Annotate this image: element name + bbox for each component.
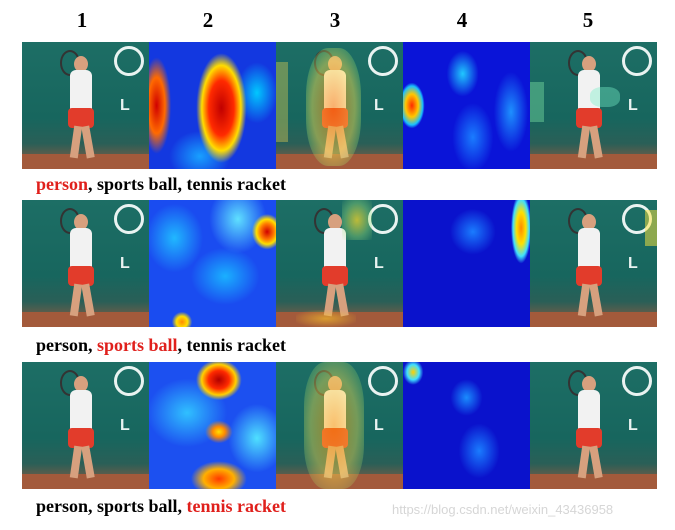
- column-number-2: 2: [202, 8, 214, 32]
- row1-overlay-b: L: [530, 42, 657, 169]
- watermark: https://blog.csdn.net/weixin_43436958: [392, 502, 614, 517]
- row2-heatmap-a: [149, 200, 276, 327]
- column-number-4: 4: [456, 8, 468, 32]
- row2-heatmap-b: [403, 200, 530, 327]
- column-number-3: 3: [329, 8, 341, 32]
- column-number-5: 5: [582, 8, 594, 32]
- row3-caption: person, sports ball, tennis racket: [36, 496, 286, 517]
- row1-caption: person, sports ball, tennis racket: [36, 174, 286, 195]
- row1-original-image: L: [22, 42, 149, 169]
- row1-heatmap-a: [149, 42, 276, 169]
- row2-overlay-a: L: [276, 200, 403, 327]
- row2-caption: person, sports ball, tennis racket: [36, 335, 286, 356]
- row2-original-image: L: [22, 200, 149, 327]
- row2-overlay-b: L: [530, 200, 657, 327]
- column-number-1: 1: [76, 8, 88, 32]
- caption-text: , tennis racket: [177, 335, 287, 355]
- caption-highlight: tennis racket: [186, 496, 287, 516]
- caption-highlight: sports ball: [97, 335, 178, 355]
- row3-heatmap-b: [403, 362, 530, 489]
- caption-text: person,: [36, 335, 98, 355]
- row3-overlay-b: L: [530, 362, 657, 489]
- row3-original-image: L: [22, 362, 149, 489]
- row3-overlay-a: L: [276, 362, 403, 489]
- caption-highlight: person: [36, 174, 89, 194]
- row1-overlay-a: L: [276, 42, 403, 169]
- caption-text: person, sports ball,: [36, 496, 187, 516]
- caption-text: , sports ball, tennis racket: [88, 174, 287, 194]
- row1-heatmap-b: [403, 42, 530, 169]
- row3-heatmap-a: [149, 362, 276, 489]
